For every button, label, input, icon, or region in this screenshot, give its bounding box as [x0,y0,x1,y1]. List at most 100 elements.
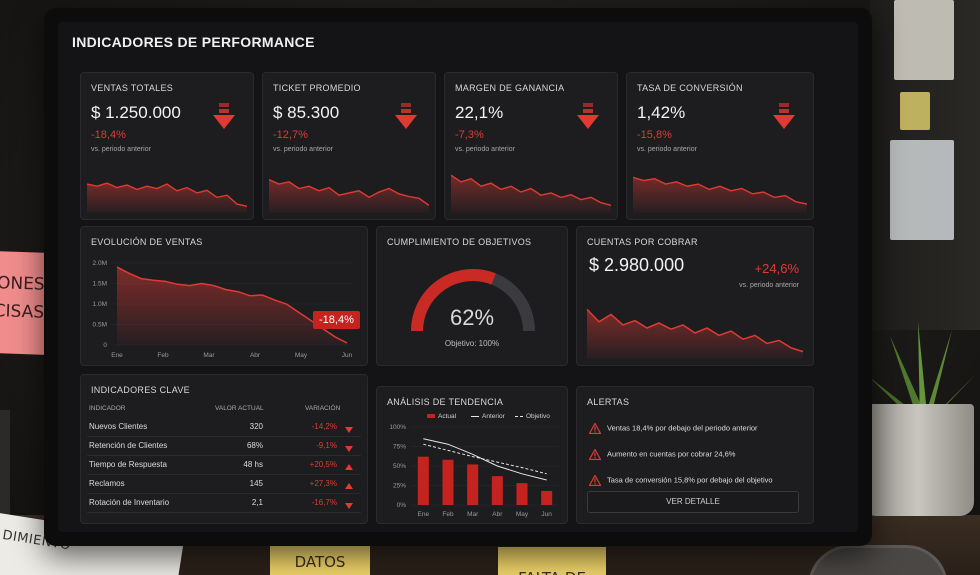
sales-change-badge: -18,4% [313,311,360,329]
shelf-chart-print [890,140,954,240]
indicator-change: +27,3% [309,479,337,488]
alerts-card: ALERTAS VER DETALLE Ventas 18,4% por deb… [576,386,814,524]
goals-value: 62% [449,305,495,330]
gauge-fill [411,269,496,332]
receivables-chart [586,308,804,359]
indicator-value: 68% [246,441,263,450]
kpi-note: vs. periodo anterior [91,146,151,153]
kpi-note: vs. periodo anterior [273,146,333,153]
sparkline-area [87,183,247,213]
legend-actual: Actual [427,413,456,420]
line-previous [423,438,547,481]
kpi-sparkline [269,178,429,213]
x-tick-label: Jun [342,352,353,359]
x-tick-label: Ene [418,511,430,518]
kpi-note: vs. periodo anterior [455,146,515,153]
receivables-change: +24,6% [754,261,799,276]
indicator-name: Nuevos Clientes [89,422,148,431]
kpi-title: MARGEN DE GANANCIA [455,83,565,93]
background-shelf [870,0,980,330]
kpi-note: vs. periodo anterior [637,146,697,153]
row-divider [87,512,361,513]
alert-text: Ventas 18,4% por debajo del periodo ante… [607,423,758,433]
dashboard-screen: INDICADORES DE PERFORMANCE VENTAS TOTALE… [58,22,858,532]
indicator-change: +20,5% [309,460,337,469]
kpi-change: -18,4% [91,129,126,141]
down-arrow-icon [577,103,599,129]
bar-actual [417,456,429,505]
pen-holder [0,410,10,530]
kpi-title: VENTAS TOTALES [91,83,174,93]
x-tick-label: Feb [157,352,169,359]
table-row: Rotación de Inventario 2,1 -16,7% [81,495,367,512]
arrow-down-icon [345,427,353,433]
sparkline-line [451,174,611,207]
sales-area [117,267,347,345]
shelf-note [900,92,930,130]
sparkline-line [269,178,429,206]
kpi-sparkline [633,176,807,213]
x-tick-label: May [295,352,308,359]
sparkline-line [87,182,247,207]
bar-actual [491,476,503,505]
x-tick-label: Ene [111,352,123,359]
view-detail-button[interactable]: VER DETALLE [587,491,799,513]
alert-text: Tasa de conversión 15,8% por debajo del … [607,475,773,485]
kpi-title: TASA DE CONVERSIÓN [637,83,743,93]
row-divider [87,436,361,437]
line-target [423,443,547,475]
receivables-line [586,308,804,353]
receivables-value: $ 2.980.000 [589,255,685,275]
sticky-note-falta: FALTA DE [498,547,606,575]
row-divider [87,474,361,475]
sales-evolution-title: EVOLUCIÓN DE VENTAS [91,237,203,247]
warning-icon [589,449,601,460]
kpi-card: VENTAS TOTALES $ 1.250.000 -18,4% vs. pe… [80,72,254,220]
goals-card: CUMPLIMIENTO DE OBJETIVOS 62% Objetivo: … [376,226,568,366]
kpi-card: MARGEN DE GANANCIA 22,1% -7,3% vs. perio… [444,72,618,220]
sales-evolution-card: EVOLUCIÓN DE VENTAS 2.0M 1.5M 1.0M 0.5M 0 Ene… [80,226,368,366]
receivables-note: vs. periodo anterior [739,282,799,289]
warning-icon [589,475,601,486]
y-tick-label: 1.0M [93,301,107,308]
kpi-value: $ 85.300 [273,103,340,122]
y-tick-label: 0 [103,342,107,349]
table-header-value: VALOR ACTUAL [215,405,264,412]
down-arrow-icon [213,103,235,129]
table-row: Reclamos 145 +27,3% [81,476,367,493]
legend-previous: Anterior [471,413,505,420]
arrow-down-icon [345,446,353,452]
goals-title: CUMPLIMIENTO DE OBJETIVOS [387,237,532,247]
table-header-indicator: INDICADOR [89,405,126,412]
indicator-change: -16,7% [311,498,337,507]
y-tick-label: 0% [397,502,407,509]
down-arrow-icon [395,103,417,129]
key-indicators-title: INDICADORES CLAVE [91,385,190,395]
kpi-card: TASA DE CONVERSIÓN 1,42% -15,8% vs. peri… [626,72,814,220]
trend-analysis-title: ANÁLISIS DE TENDENCIA [387,397,504,407]
trend-chart: 100% 75% 50% 25% 0% Ene Feb Mar Abr May Jun [389,424,559,518]
sparkline-area [633,177,807,213]
alert-item: Ventas 18,4% por debajo del periodo ante… [589,423,758,434]
kpi-value: 1,42% [637,103,686,122]
kpi-change: -15,8% [637,129,672,141]
trend-analysis-card: ANÁLISIS DE TENDENCIA Actual Anterior Ob… [376,386,568,524]
table-row: Retención de Clientes 68% -9,1% [81,438,367,455]
sparkline-area [451,175,611,213]
indicator-value: 48 hs [243,460,263,469]
plant-pot [862,404,974,516]
sales-evolution-chart: 2.0M 1.5M 1.0M 0.5M 0 Ene Feb Mar Abr May Jun [93,260,353,359]
sales-line [116,266,348,344]
legend-target: Objetivo [515,413,550,420]
sparkline-line [633,176,807,205]
row-divider [87,493,361,494]
receivables-title: CUENTAS POR COBRAR [587,237,698,247]
alert-item: Tasa de conversión 15,8% por debajo del … [589,475,773,486]
table-row: Tiempo de Respuesta 48 hs +20,5% [81,457,367,474]
y-tick-label: 2.0M [93,260,107,267]
kpi-sparkline [451,174,611,213]
x-tick-label: Mar [467,511,479,518]
kpi-value: $ 1.250.000 [91,103,181,122]
table-header-change: VARIACIÓN [305,405,341,412]
indicator-change: -9,1% [316,441,337,450]
